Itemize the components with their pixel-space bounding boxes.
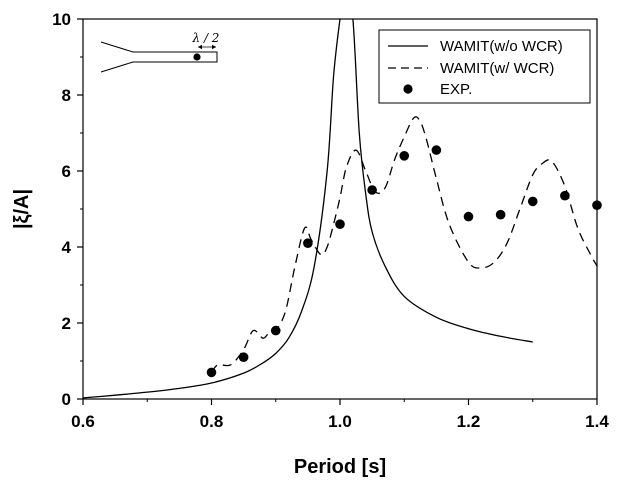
exp-data-point: [303, 238, 313, 248]
inset-label: λ / 2: [192, 31, 220, 45]
exp-data-point: [335, 219, 345, 229]
inset-schematic: λ / 2: [100, 31, 220, 73]
legend-swatch-exp: [403, 84, 413, 94]
series-layer: [83, 19, 597, 399]
x-tick-label: 0.8: [200, 412, 224, 431]
x-tick-label: 0.6: [71, 412, 95, 431]
exp-data-point: [367, 185, 377, 195]
exp-data-point: [527, 196, 538, 207]
y-tick-label: 4: [62, 238, 72, 257]
series-line-w-wcr: [210, 116, 597, 373]
inset-gauge-point: [193, 53, 201, 61]
y-axis: 0 2 4 6 8 10: [52, 10, 83, 409]
y-tick-label: 0: [62, 390, 71, 409]
legend-label-w-wcr: WAMIT(w/ WCR): [440, 60, 554, 77]
x-tick-label: 1.4: [585, 412, 609, 431]
legend: WAMIT(w/o WCR) WAMIT(w/ WCR) EXP.: [378, 29, 591, 104]
inset-tank-outline: [100, 41, 218, 73]
x-axis: 0.6 0.8 1.0 1.2 1.4: [71, 399, 609, 431]
x-axis-title: Period [s]: [294, 456, 386, 478]
y-tick-label: 10: [52, 10, 71, 29]
exp-data-point: [431, 145, 442, 155]
exp-data-point: [463, 211, 474, 222]
y-tick-label: 6: [62, 162, 71, 181]
y-axis-title: |ξ/A|: [11, 189, 33, 229]
x-tick-label: 1.2: [457, 412, 481, 431]
inset-arrowheads: [198, 44, 216, 50]
exp-data-point: [399, 151, 410, 161]
marker-layer: [206, 145, 602, 378]
legend-label-wo-wcr: WAMIT(w/o WCR): [440, 38, 563, 55]
legend-box: [378, 29, 591, 104]
exp-data-point: [560, 190, 570, 201]
y-tick-label: 2: [62, 314, 71, 333]
exp-data-point: [206, 367, 217, 378]
y-tick-label: 8: [62, 86, 71, 105]
exp-data-point: [270, 325, 281, 336]
exp-data-point: [495, 209, 506, 220]
exp-data-point: [238, 352, 249, 363]
x-tick-label: 1.0: [328, 412, 352, 431]
legend-label-exp: EXP.: [440, 81, 472, 98]
series-line-wo-wcr: [83, 19, 533, 399]
